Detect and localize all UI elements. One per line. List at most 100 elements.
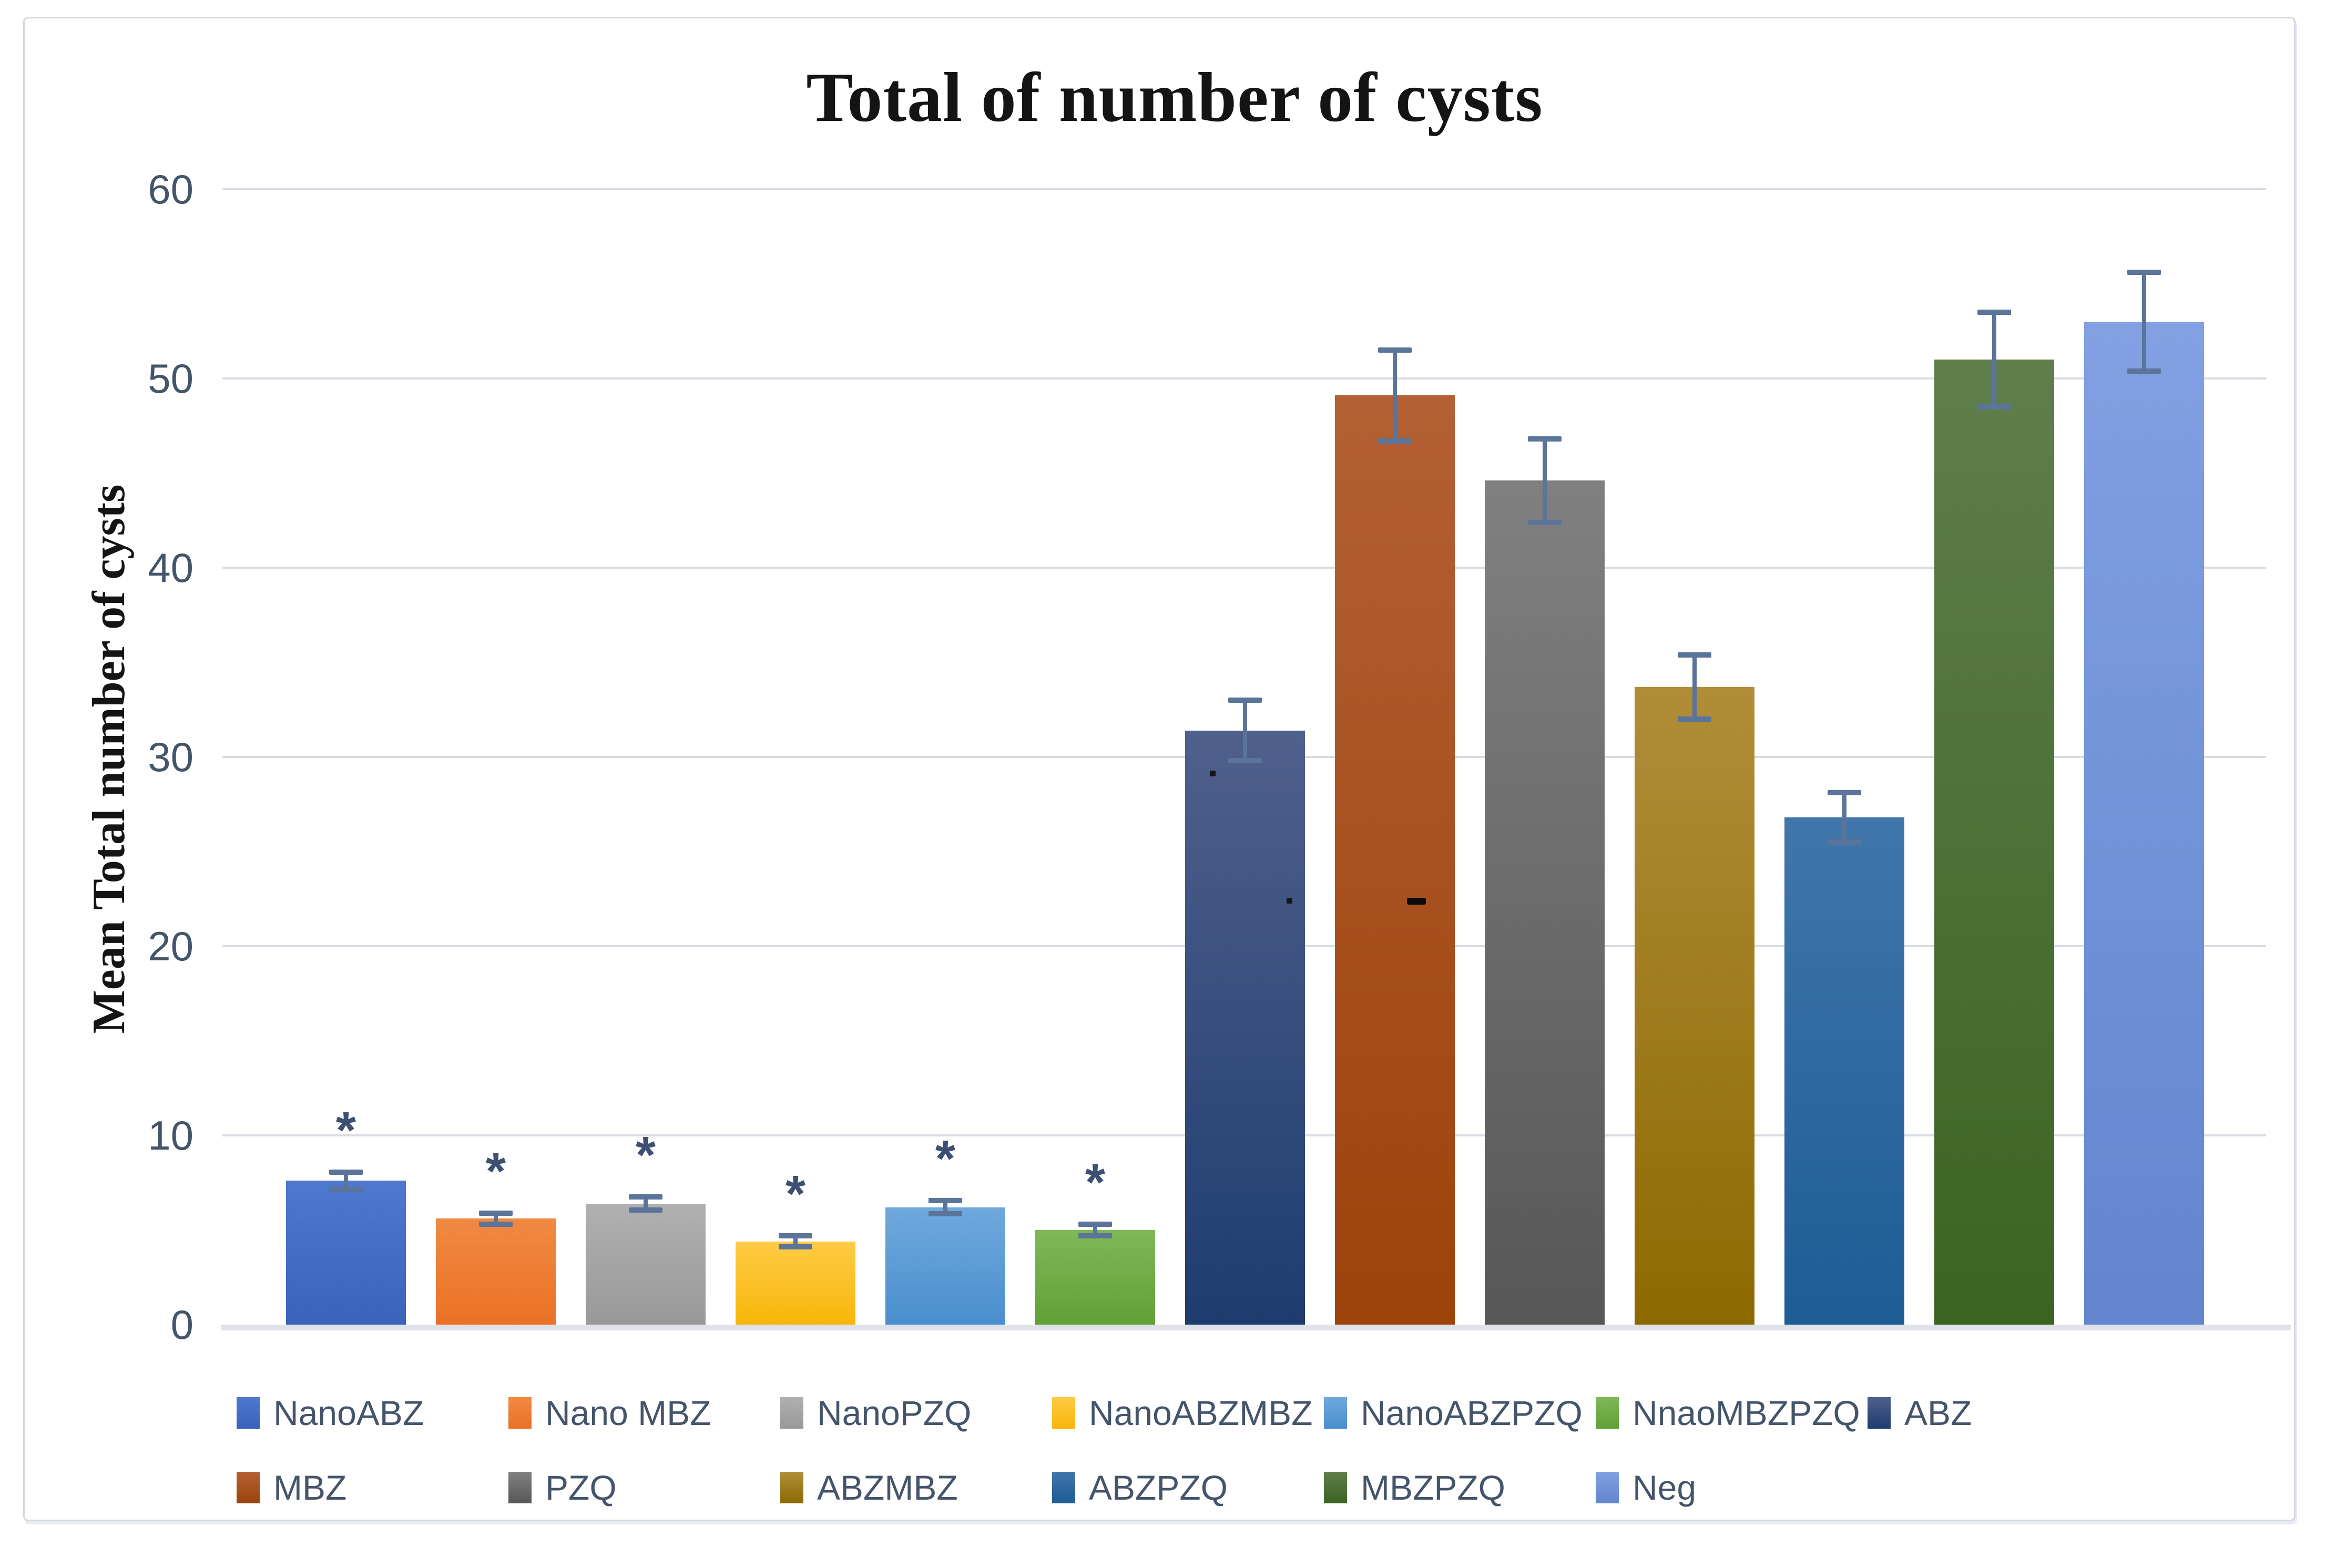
legend-item: MBZ xyxy=(237,1468,347,1507)
error-bar-cap-top xyxy=(1078,1222,1112,1227)
legend-swatch xyxy=(1324,1397,1347,1429)
legend-swatch xyxy=(508,1397,532,1429)
error-bar-whisker xyxy=(2142,272,2146,371)
legend-swatch xyxy=(1868,1397,1891,1429)
error-bar-cap-top xyxy=(929,1198,962,1204)
error-bar-cap-top xyxy=(329,1170,363,1175)
error-bar-cap-bottom xyxy=(629,1207,662,1213)
error-bar-cap-bottom xyxy=(1828,839,1861,845)
error-bar-cap-bottom xyxy=(1678,716,1711,722)
error-bar-whisker xyxy=(943,1201,947,1214)
bar xyxy=(736,1241,855,1325)
error-bar-whisker xyxy=(1243,700,1247,761)
y-tick-label: 50 xyxy=(148,355,193,402)
legend-item: Nano MBZ xyxy=(508,1396,711,1430)
significance-star: * xyxy=(785,1165,806,1223)
bar xyxy=(885,1207,1005,1325)
annotation-dash xyxy=(1407,897,1426,905)
gridline xyxy=(222,567,2266,569)
legend-label: NanoABZPZQ xyxy=(1361,1393,1583,1432)
legend-label: NanoABZMBZ xyxy=(1089,1393,1313,1432)
legend-item: Neg xyxy=(1596,1470,1696,1505)
error-bar-cap-bottom xyxy=(2127,368,2161,374)
legend-item: NanoABZMBZ xyxy=(1052,1396,1312,1430)
legend-item: ABZPZQ xyxy=(1052,1468,1228,1507)
error-bar-cap-top xyxy=(1678,652,1711,658)
bar xyxy=(1485,480,1605,1325)
bar xyxy=(2084,322,2204,1325)
legend-swatch xyxy=(780,1472,803,1503)
legend-label: NnaoMBZPZQ xyxy=(1633,1393,1860,1432)
bar xyxy=(1784,817,1904,1325)
bar xyxy=(436,1218,556,1325)
legend-label: NanoABZ xyxy=(273,1393,424,1432)
error-bar-cap-top xyxy=(1977,310,2011,315)
error-bar-whisker xyxy=(644,1197,648,1211)
legend-item: NanoABZ xyxy=(237,1396,424,1430)
legend-swatch xyxy=(780,1397,803,1429)
error-bar-cap-top xyxy=(1228,698,1262,703)
legend-swatch xyxy=(1052,1472,1075,1503)
x-axis-line xyxy=(221,1325,2291,1330)
legend-label: Nano MBZ xyxy=(545,1393,711,1432)
legend-item: NanoABZPZQ xyxy=(1324,1396,1583,1430)
annotation-dot xyxy=(1287,897,1293,904)
error-bar-cap-top xyxy=(2127,270,2161,275)
error-bar-cap-top xyxy=(1528,436,1562,442)
legend-swatch xyxy=(1052,1397,1075,1429)
error-bar-cap-bottom xyxy=(929,1211,962,1217)
legend-item: NanoPZQ xyxy=(780,1396,971,1430)
error-bar-whisker xyxy=(1393,350,1397,441)
legend-label: PZQ xyxy=(545,1468,617,1507)
legend-swatch xyxy=(1596,1397,1619,1429)
legend-swatch xyxy=(508,1472,532,1503)
error-bar-cap-bottom xyxy=(1078,1233,1112,1238)
error-bar-cap-top xyxy=(1828,790,1861,796)
legend-label: NanoPZQ xyxy=(817,1393,972,1432)
legend-item: NnaoMBZPZQ xyxy=(1596,1396,1860,1430)
bar xyxy=(1635,686,1754,1325)
error-bar-cap-bottom xyxy=(479,1222,513,1227)
legend-item: MBZPZQ xyxy=(1324,1468,1505,1507)
legend-item: ABZ xyxy=(1868,1396,1972,1430)
bar xyxy=(1185,730,1305,1325)
error-bar-cap-bottom xyxy=(329,1186,363,1192)
y-tick-label: 30 xyxy=(148,734,193,780)
significance-star: * xyxy=(335,1101,356,1160)
annotation-dot xyxy=(1210,771,1216,777)
error-bar-cap-top xyxy=(629,1194,662,1200)
gridline xyxy=(222,188,2266,190)
error-bar-cap-top xyxy=(1378,347,1412,353)
legend-label: ABZMBZ xyxy=(817,1468,958,1507)
chart-title: Total of number of cysts xyxy=(806,58,1543,136)
chart-frame xyxy=(23,17,2296,1521)
legend-item: ABZMBZ xyxy=(780,1468,958,1507)
y-tick-label: 0 xyxy=(170,1301,193,1348)
error-bar-whisker xyxy=(1093,1224,1097,1236)
legend-swatch xyxy=(237,1472,260,1503)
error-bar-whisker xyxy=(494,1213,498,1225)
legend-label: ABZPZQ xyxy=(1089,1468,1228,1507)
error-bar-whisker xyxy=(793,1235,798,1247)
bar xyxy=(1934,360,2054,1325)
significance-star: * xyxy=(485,1142,506,1200)
error-bar-whisker xyxy=(1692,654,1697,719)
significance-star: * xyxy=(935,1130,956,1188)
error-bar-whisker xyxy=(344,1172,348,1190)
legend-swatch xyxy=(1324,1472,1347,1503)
significance-star: * xyxy=(1085,1153,1106,1212)
legend-swatch xyxy=(1596,1472,1619,1503)
legend-item: PZQ xyxy=(508,1468,617,1507)
legend-label: MBZPZQ xyxy=(1361,1468,1505,1507)
error-bar-whisker xyxy=(1842,793,1846,842)
legend-swatch xyxy=(237,1397,260,1429)
y-tick-label: 10 xyxy=(148,1112,193,1159)
legend-label: MBZ xyxy=(273,1468,347,1507)
y-tick-label: 60 xyxy=(148,166,193,212)
error-bar-cap-bottom xyxy=(1228,758,1262,764)
error-bar-cap-top xyxy=(479,1210,513,1216)
y-tick-label: 20 xyxy=(148,923,193,969)
